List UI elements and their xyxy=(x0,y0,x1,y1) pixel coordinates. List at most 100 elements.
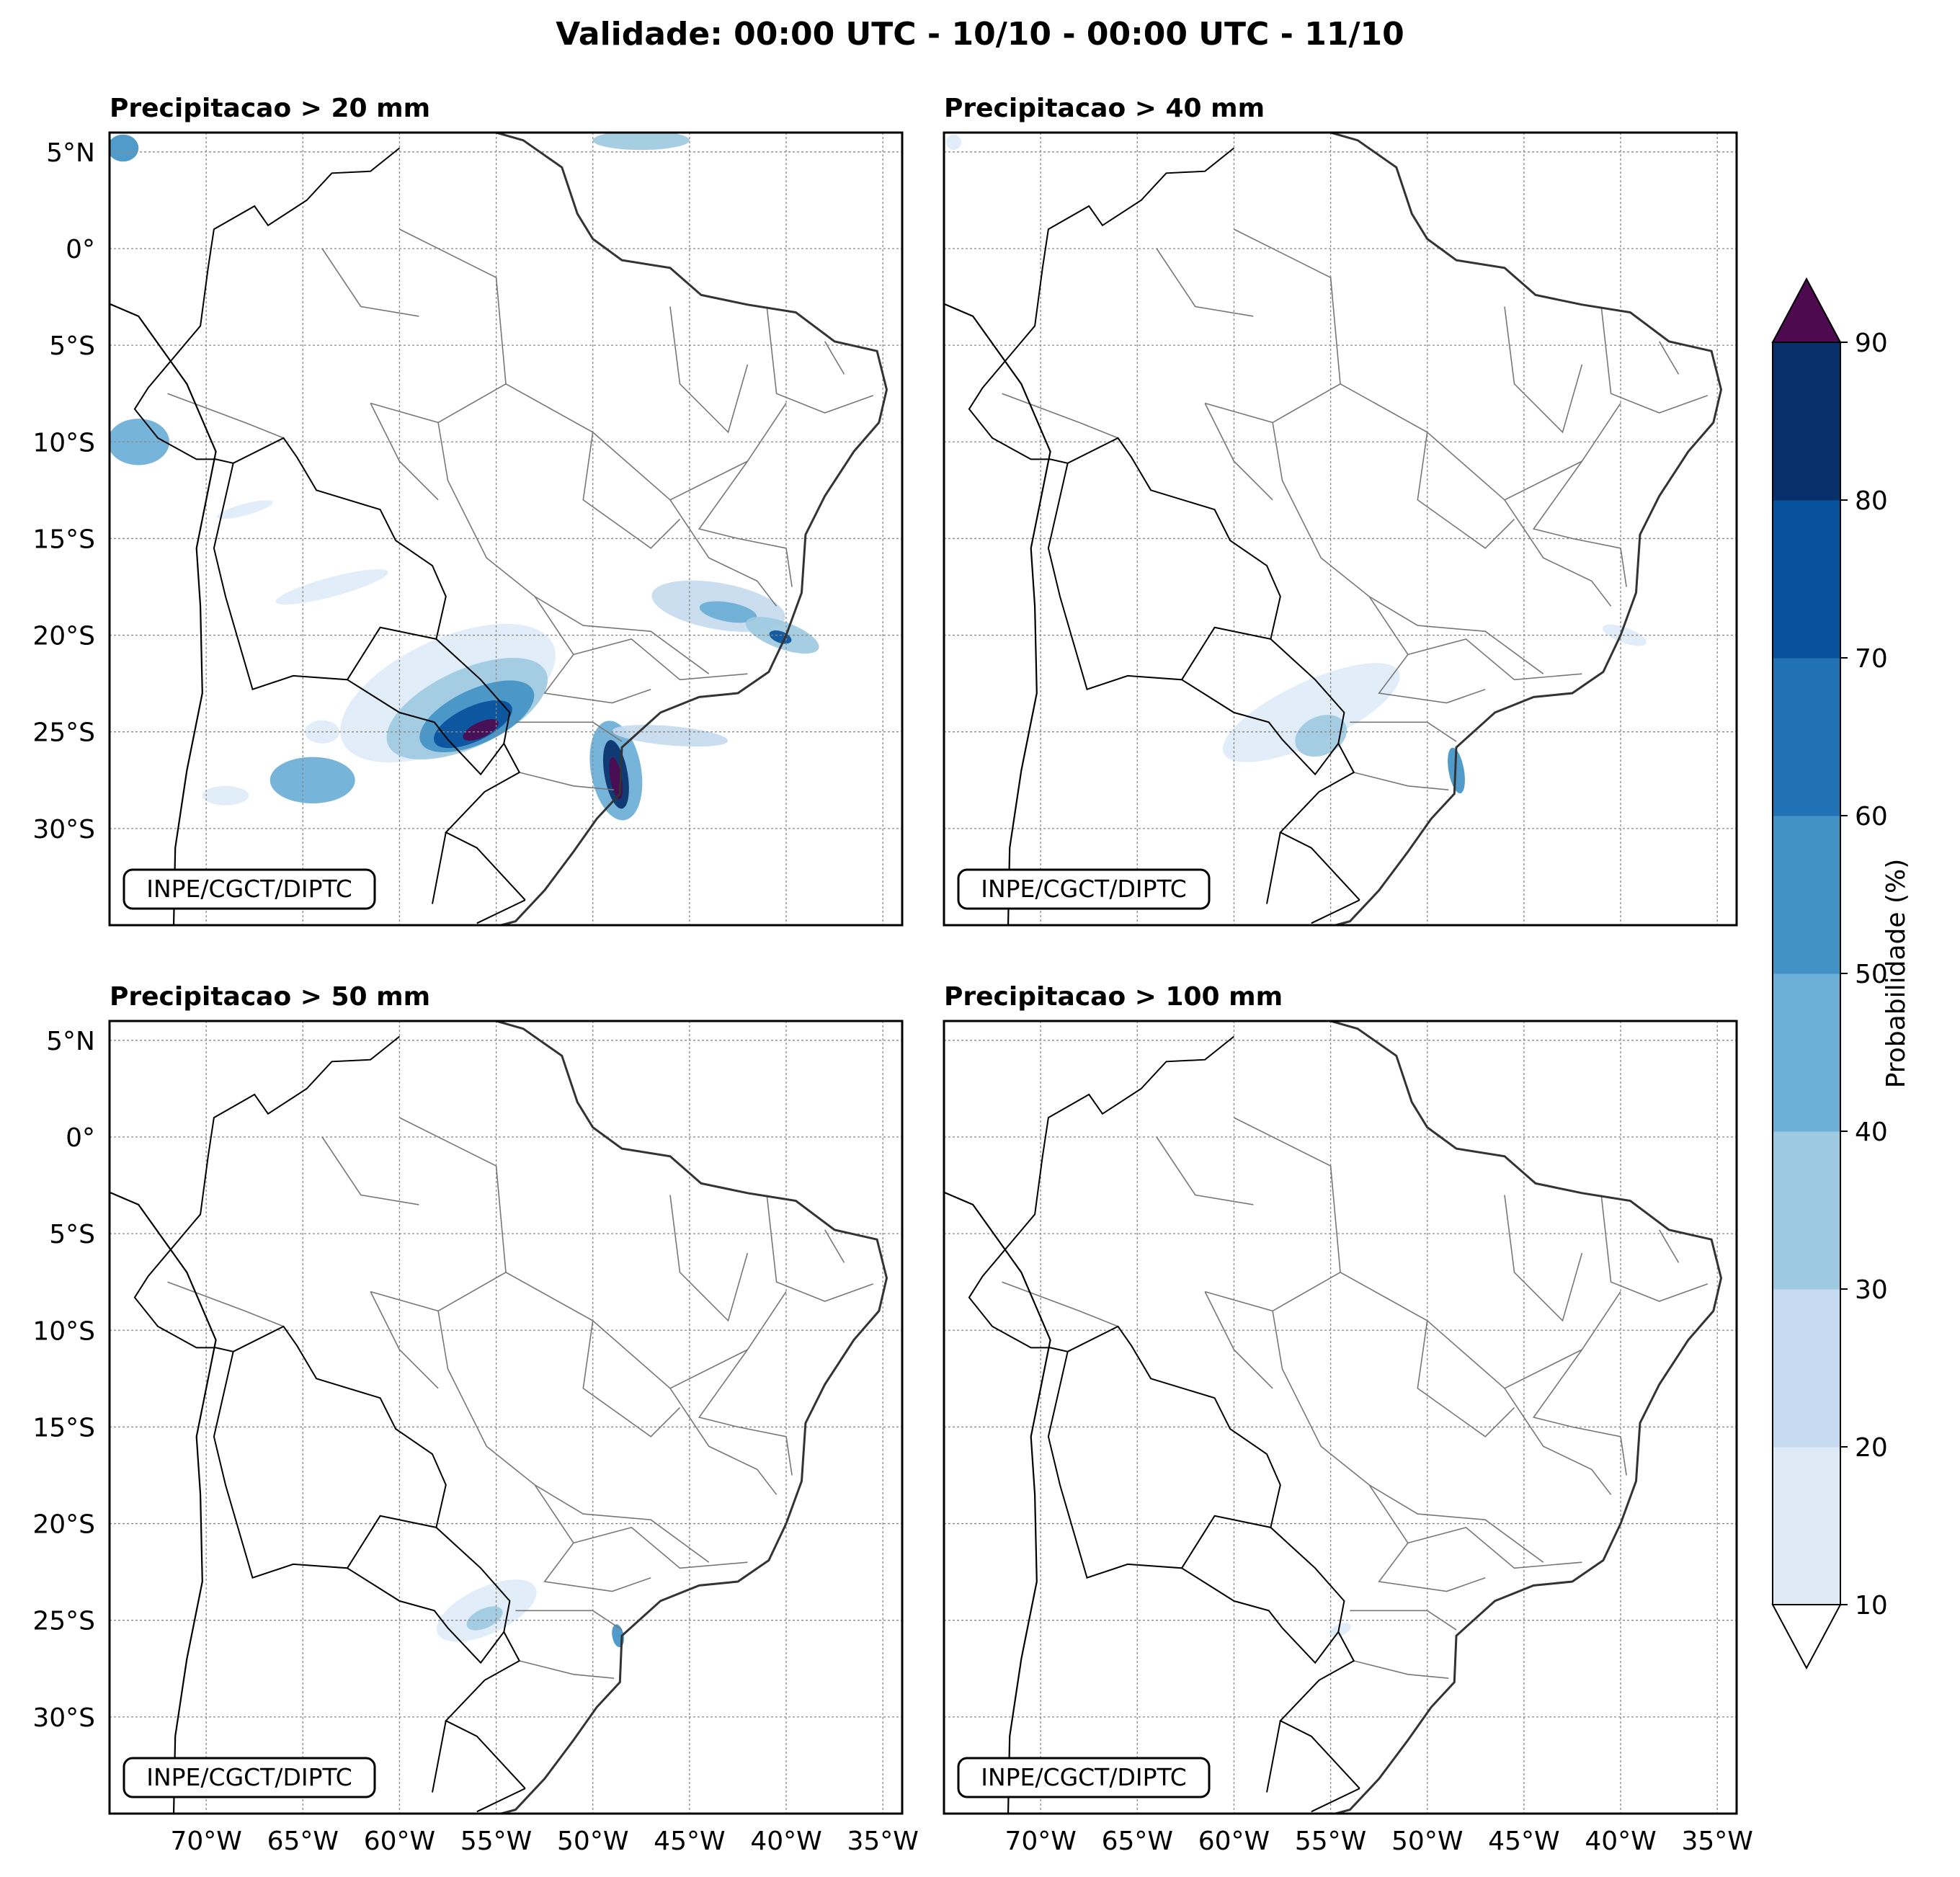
graticule xyxy=(110,1021,902,1814)
state-border xyxy=(1204,1117,1341,1312)
state-border xyxy=(1204,403,1273,501)
precipitation-probability-layer xyxy=(1329,1623,1351,1638)
graticule xyxy=(944,133,1737,925)
longitude-tick-label: 45°W xyxy=(654,1827,725,1856)
state-border xyxy=(1272,422,1544,674)
credit-box: INPE/CGCT/DIPTC xyxy=(122,1757,376,1798)
state-border xyxy=(1002,393,1118,439)
latitude-tick-label: 25°S xyxy=(32,718,95,748)
panel-title: Precipitacao > 50 mm xyxy=(110,982,430,1012)
precipitation-area xyxy=(433,700,512,749)
longitude-tick-label: 70°W xyxy=(170,1827,241,1856)
country-border xyxy=(1181,679,1340,776)
latitude-tick-label: 15°S xyxy=(32,525,95,554)
country-border xyxy=(1311,1788,1360,1813)
state-border xyxy=(1407,1527,1582,1569)
credit-label: INPE/CGCT/DIPTC xyxy=(146,1763,352,1791)
precipitation-area xyxy=(110,134,139,162)
state-border xyxy=(582,432,681,549)
atlantic-coastline xyxy=(491,133,888,925)
colorbar-band xyxy=(1773,500,1840,659)
state-border xyxy=(669,306,749,434)
state-border xyxy=(1272,1311,1544,1563)
map-panel: Precipitacao > 50 mm INPE/CGCT/DIPTC 5°N… xyxy=(32,982,919,1856)
country-border xyxy=(476,899,526,924)
credit-label: INPE/CGCT/DIPTC xyxy=(981,875,1187,903)
state-border xyxy=(669,499,778,607)
state-border xyxy=(1204,1291,1273,1389)
state-border xyxy=(370,403,439,501)
colorbar-band xyxy=(1773,658,1840,816)
state-border xyxy=(1417,1320,1515,1437)
precipitation-area xyxy=(1295,715,1348,757)
latitude-tick-label: 30°S xyxy=(32,1703,95,1733)
colorbar-label: Probabilidade (%) xyxy=(1881,859,1911,1089)
precipitation-area xyxy=(466,1606,503,1631)
longitude-tick-label: 50°W xyxy=(1391,1827,1463,1856)
colorbar-tick-label: 10 xyxy=(1855,1591,1888,1620)
credit-box: INPE/CGCT/DIPTC xyxy=(957,868,1211,910)
precipitation-area xyxy=(592,133,690,151)
state-border xyxy=(1368,1484,1486,1592)
longitude-tick-label: 40°W xyxy=(750,1827,821,1856)
longitude-tick-label: 60°W xyxy=(1198,1827,1270,1856)
country-border xyxy=(1266,1721,1281,1793)
colorbar-band xyxy=(1773,342,1840,501)
state-border xyxy=(1156,1136,1254,1205)
latitude-tick-label: 0° xyxy=(66,1123,95,1153)
state-border xyxy=(1417,432,1515,549)
state-border xyxy=(370,1117,507,1312)
colorbar-extend-max xyxy=(1771,277,1842,343)
longitude-tick-label: 65°W xyxy=(1102,1827,1173,1856)
latitude-tick-label: 10°S xyxy=(32,1316,95,1346)
country-border xyxy=(432,832,447,904)
latitude-tick-label: 25°S xyxy=(32,1607,95,1636)
precipitation-area xyxy=(270,757,355,803)
precipitation-area xyxy=(275,569,388,605)
credit-box: INPE/CGCT/DIPTC xyxy=(957,1757,1211,1798)
country-border xyxy=(1266,832,1281,904)
credit-box: INPE/CGCT/DIPTC xyxy=(122,868,376,910)
state-border xyxy=(1002,1281,1118,1327)
panel-title: Precipitacao > 20 mm xyxy=(110,94,430,123)
country-borders xyxy=(110,1021,888,1814)
precipitation-area xyxy=(1222,663,1400,762)
state-border xyxy=(573,1527,748,1569)
latitude-tick-label: 15°S xyxy=(32,1413,95,1443)
colorbar-tick-label: 80 xyxy=(1855,486,1888,516)
latitude-tick-label: 30°S xyxy=(32,815,95,844)
figure-title: Validade: 00:00 UTC - 10/10 - 00:00 UTC … xyxy=(556,16,1404,53)
state-border xyxy=(766,306,874,414)
map-frame xyxy=(943,1020,1738,1815)
state-border xyxy=(370,1291,439,1389)
map-panel: Precipitacao > 20 mm INPE/CGCT/DIPTC 5°N… xyxy=(32,94,904,927)
longitude-tick-label: 55°W xyxy=(460,1827,532,1856)
precipitation-probability-layer xyxy=(110,133,819,821)
state-border xyxy=(766,1195,874,1302)
state-border xyxy=(698,1349,793,1476)
pacific-coastline xyxy=(944,1191,1051,1814)
colorbar-tick-label: 20 xyxy=(1855,1433,1888,1463)
latitude-tick-label: 10°S xyxy=(32,428,95,458)
map-panel: Precipitacao > 100 mm INPE/CGCT/DIPTC 70… xyxy=(943,982,1753,1856)
map-frame xyxy=(943,131,1738,927)
state-border xyxy=(1156,248,1254,317)
country-border xyxy=(1047,463,1271,690)
colorbar-band xyxy=(1773,973,1840,1132)
longitude-tick-label: 40°W xyxy=(1585,1827,1656,1856)
panel-title: Precipitacao > 100 mm xyxy=(944,982,1283,1012)
state-border xyxy=(1504,499,1612,607)
longitude-axis: 70°W 65°W 60°W 55°W 50°W 45°W 40°W 35°W xyxy=(1004,1827,1752,1856)
state-border xyxy=(1353,1660,1449,1679)
state-border xyxy=(321,1136,419,1205)
longitude-axis: 70°W 65°W 60°W 55°W 50°W 45°W 40°W 35°W xyxy=(170,1827,918,1856)
country-border xyxy=(213,463,437,690)
state-border xyxy=(1368,596,1486,704)
colorbar-band xyxy=(1773,1289,1840,1448)
state-border xyxy=(1204,228,1341,424)
colorbar: 10 20 30 40 50 60 70 80 90 Probabilidade (%) xyxy=(1771,277,1911,1670)
country-border xyxy=(347,679,505,776)
state-border xyxy=(1504,306,1583,434)
graticule xyxy=(110,133,902,925)
